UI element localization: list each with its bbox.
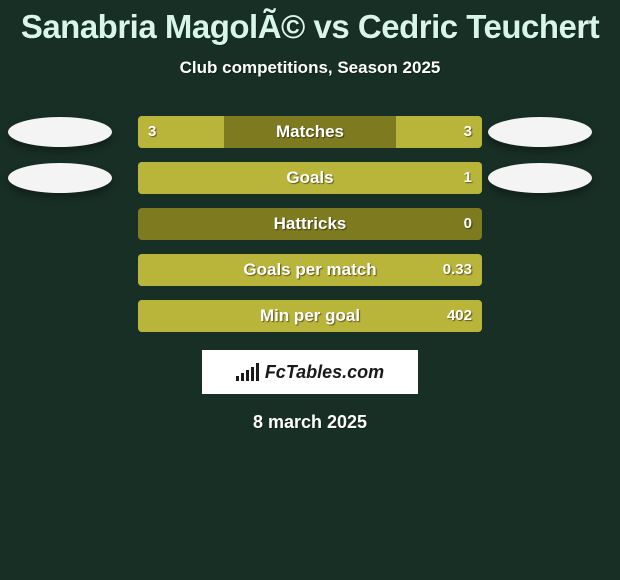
bar-right-fill <box>138 300 482 332</box>
bar-left-fill <box>138 116 224 148</box>
stat-row: Goals per match0.33 <box>0 254 620 286</box>
stat-row: Matches33 <box>0 116 620 148</box>
bar-track <box>138 162 482 194</box>
right-avatar-placeholder <box>488 117 592 147</box>
comparison-page: Sanabria MagolÃ© vs Cedric Teuchert Club… <box>0 0 620 580</box>
stat-row: Hattricks0 <box>0 208 620 240</box>
logo-text: FcTables.com <box>265 362 384 383</box>
bar-track <box>138 116 482 148</box>
date-text: 8 march 2025 <box>0 412 620 433</box>
left-avatar-placeholder <box>8 117 112 147</box>
bar-track <box>138 254 482 286</box>
right-avatar-placeholder <box>488 163 592 193</box>
logo-box: FcTables.com <box>202 350 418 394</box>
bar-right-fill <box>138 254 482 286</box>
bar-track <box>138 208 482 240</box>
stat-row: Goals1 <box>0 162 620 194</box>
bar-track <box>138 300 482 332</box>
stat-row: Min per goal402 <box>0 300 620 332</box>
logo-bars-icon <box>236 363 259 381</box>
bar-right-fill <box>138 162 482 194</box>
left-avatar-placeholder <box>8 163 112 193</box>
page-title: Sanabria MagolÃ© vs Cedric Teuchert <box>0 0 620 46</box>
stat-rows: Matches33 Goals1 Hattricks0 Goals per match… <box>0 116 620 332</box>
bar-right-fill <box>396 116 482 148</box>
page-subtitle: Club competitions, Season 2025 <box>0 58 620 78</box>
